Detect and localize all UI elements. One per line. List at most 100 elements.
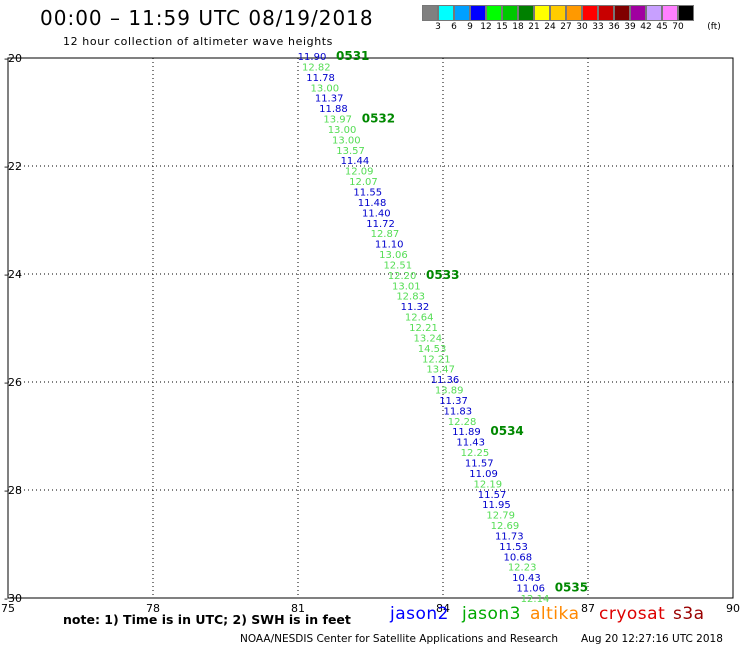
lat-tick-label: -28 bbox=[4, 484, 22, 497]
swh-value: 13.57 bbox=[336, 146, 365, 157]
swh-value: 13.06 bbox=[379, 250, 408, 261]
color-scale-swatches bbox=[422, 5, 740, 21]
scale-swatch-15 bbox=[662, 5, 678, 21]
scale-label-15: 15 bbox=[496, 22, 508, 32]
swh-value: 12.28 bbox=[448, 417, 477, 428]
scale-swatch-0 bbox=[422, 5, 438, 21]
scale-swatch-5 bbox=[502, 5, 518, 21]
swh-value: 12.23 bbox=[508, 563, 537, 574]
swh-value: 11.44 bbox=[341, 156, 370, 167]
swh-value: 13.01 bbox=[392, 281, 421, 292]
swh-value: 11.57 bbox=[465, 459, 494, 470]
swh-value: 12.51 bbox=[383, 260, 412, 271]
swh-value: 10.43 bbox=[512, 573, 541, 584]
swh-value: 11.48 bbox=[358, 198, 387, 209]
scale-swatch-6 bbox=[518, 5, 534, 21]
page-subtitle: 12 hour collection of altimeter wave hei… bbox=[63, 35, 334, 48]
pass-number-label: 0531 bbox=[336, 49, 369, 63]
scale-label-21: 21 bbox=[528, 22, 540, 32]
swh-value: 11.37 bbox=[315, 94, 344, 105]
scale-label-6: 6 bbox=[451, 22, 457, 32]
swh-value: 12.87 bbox=[371, 229, 400, 240]
scale-label-18: 18 bbox=[512, 22, 524, 32]
swh-value: 12.64 bbox=[405, 313, 434, 324]
swh-value: 12.21 bbox=[409, 323, 438, 334]
scale-swatch-16 bbox=[678, 5, 694, 21]
scale-label-45: 45 bbox=[656, 22, 668, 32]
scale-label-3: 3 bbox=[435, 22, 441, 32]
swh-value: 12.83 bbox=[396, 292, 425, 303]
swh-value: 11.95 bbox=[482, 500, 511, 511]
generated-timestamp: Aug 20 12:27:16 UTC 2018 bbox=[581, 633, 723, 645]
scale-label-42: 42 bbox=[640, 22, 652, 32]
swh-value: 13.00 bbox=[332, 135, 361, 146]
pass-number-label: 0533 bbox=[426, 268, 459, 282]
swh-value: 11.40 bbox=[362, 208, 391, 219]
swh-value: 12.82 bbox=[302, 62, 331, 73]
scale-label-9: 9 bbox=[467, 22, 473, 32]
swh-value: 11.57 bbox=[478, 490, 507, 501]
lon-tick-label: 81 bbox=[291, 602, 305, 615]
swh-value: 12.20 bbox=[388, 271, 417, 282]
lat-tick-label: -22 bbox=[4, 160, 22, 173]
scale-swatch-12 bbox=[614, 5, 630, 21]
footer-note: note: 1) Time is in UTC; 2) SWH is in fe… bbox=[63, 612, 351, 627]
swh-value: 14.53 bbox=[418, 344, 447, 355]
scale-swatch-10 bbox=[582, 5, 598, 21]
color-scale-legend: 3 6 9 12 15 18 21 24 27 30 33 36 39 42 45 70 (ft) bbox=[422, 5, 740, 33]
swh-value: 11.73 bbox=[495, 531, 524, 542]
swh-value: 11.06 bbox=[516, 584, 545, 595]
scale-unit: (ft) bbox=[707, 22, 721, 32]
lon-tick-label: 75 bbox=[1, 602, 15, 615]
color-scale-labels: 3 6 9 12 15 18 21 24 27 30 33 36 39 42 45 70 (ft) bbox=[422, 21, 740, 33]
scale-swatch-8 bbox=[550, 5, 566, 21]
swh-value: 11.83 bbox=[443, 406, 472, 417]
swh-value: 10.68 bbox=[504, 552, 533, 563]
lat-tick-label: -24 bbox=[4, 268, 22, 281]
satellite-legend-cryosat: cryosat bbox=[599, 604, 666, 624]
swh-value: 12.79 bbox=[486, 511, 515, 522]
swh-value: 13.47 bbox=[426, 365, 455, 376]
swh-value: 11.53 bbox=[499, 542, 528, 553]
swh-value: 11.36 bbox=[431, 375, 460, 386]
satellite-legend-altika: altika bbox=[530, 604, 580, 624]
swh-value: 11.88 bbox=[319, 104, 348, 115]
swh-value: 11.89 bbox=[452, 427, 481, 438]
scale-label-12: 12 bbox=[480, 22, 492, 32]
swh-value: 13.24 bbox=[413, 333, 442, 344]
page-title: 00:00 – 11:59 UTC 08/19/2018 bbox=[40, 6, 374, 30]
credit-line: NOAA/NESDIS Center for Satellite Applica… bbox=[240, 633, 558, 645]
swh-value: 12.69 bbox=[491, 521, 520, 532]
swh-value: 11.43 bbox=[456, 438, 485, 449]
scale-label-30: 30 bbox=[576, 22, 588, 32]
scale-label-24: 24 bbox=[544, 22, 556, 32]
lon-tick-label: 90 bbox=[726, 602, 740, 615]
scale-swatch-11 bbox=[598, 5, 614, 21]
satellite-legend-jason3: jason3 bbox=[462, 604, 521, 624]
scale-label-39: 39 bbox=[624, 22, 636, 32]
lon-tick-label: 78 bbox=[146, 602, 160, 615]
swh-value: 13.00 bbox=[311, 83, 340, 94]
swh-value: 13.89 bbox=[435, 386, 464, 397]
scale-label-33: 33 bbox=[592, 22, 604, 32]
swh-value: 11.32 bbox=[401, 302, 430, 313]
scale-swatch-14 bbox=[646, 5, 662, 21]
scale-swatch-7 bbox=[534, 5, 550, 21]
pass-number-label: 0532 bbox=[362, 112, 395, 126]
scale-label-70: 70 bbox=[672, 22, 684, 32]
pass-number-label: 0534 bbox=[490, 424, 523, 438]
swh-value: 13.00 bbox=[328, 125, 357, 136]
scale-swatch-3 bbox=[470, 5, 486, 21]
lat-tick-label: -20 bbox=[4, 52, 22, 65]
swh-value: 13.97 bbox=[323, 115, 352, 126]
scale-swatch-2 bbox=[454, 5, 470, 21]
swh-value: 11.78 bbox=[306, 73, 335, 84]
scale-swatch-1 bbox=[438, 5, 454, 21]
swh-value: 11.37 bbox=[439, 396, 468, 407]
swh-value: 12.09 bbox=[345, 167, 374, 178]
swh-value: 11.90 bbox=[298, 52, 327, 63]
scale-swatch-4 bbox=[486, 5, 502, 21]
scale-label-27: 27 bbox=[560, 22, 572, 32]
lat-tick-label: -30 bbox=[4, 592, 22, 605]
